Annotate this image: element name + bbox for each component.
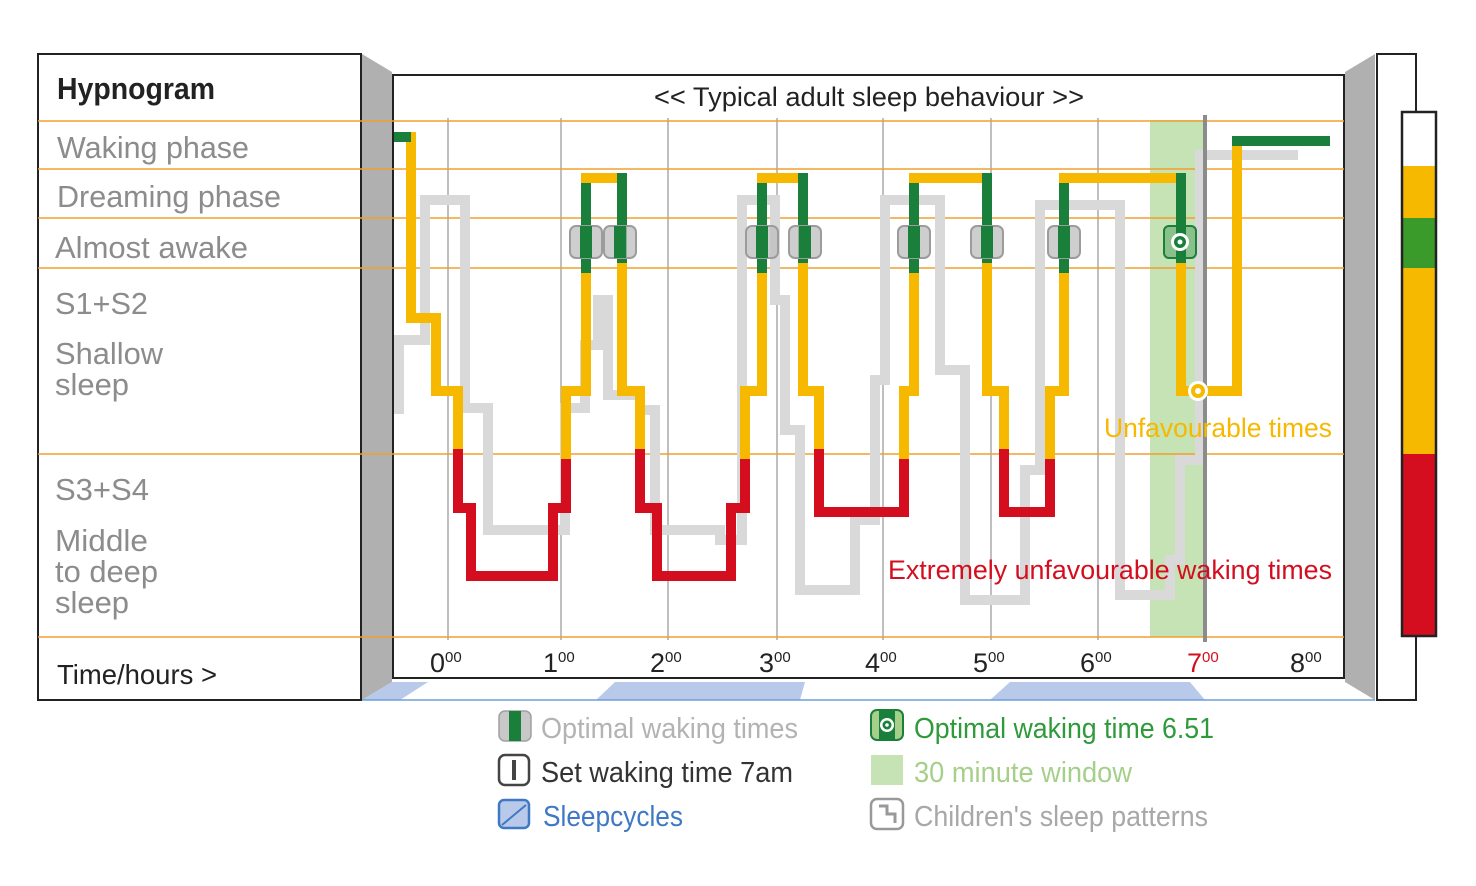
optimal-waking-marker-bar — [981, 226, 993, 258]
legend-optimal-time: Optimal waking time 6.51 — [914, 713, 1214, 745]
label-dreaming-phase: Dreaming phase — [57, 179, 281, 214]
hour-minutes: 00 — [1305, 649, 1322, 666]
hour-minutes: 00 — [988, 649, 1005, 666]
window-swatch — [871, 755, 903, 785]
right-bevel — [1345, 54, 1375, 700]
left-bevel — [362, 54, 392, 700]
label-shallow: Shallow — [55, 336, 164, 371]
scale-segment — [1402, 454, 1436, 636]
hour-label: 6 — [1080, 648, 1095, 678]
hour-axis: 0 00 1 00 2 00 3 00 4 00 5 00 6 00 7 00 8 00 — [430, 648, 1322, 678]
optimal-waking-marker-bar — [908, 226, 920, 258]
hour-minutes: 00 — [880, 649, 897, 666]
optimal-waking-marker-bar — [1058, 226, 1070, 258]
time-hours-label: Time/hours > — [57, 659, 217, 690]
optimal-times-icon — [498, 710, 532, 742]
set-waking-time-icon — [497, 753, 531, 787]
legend-children: Children's sleep patterns — [914, 801, 1208, 833]
hypnogram-title: Hypnogram — [57, 71, 215, 106]
label-s3-s4: S3+S4 — [55, 472, 149, 507]
scale-segment — [1402, 218, 1436, 268]
hour-minutes: 00 — [1202, 649, 1219, 666]
unfavourable-target-icon — [1188, 381, 1208, 401]
hour-label: 4 — [865, 648, 880, 678]
legend: Optimal waking times Set waking time 7am… — [497, 709, 1214, 833]
optimal-waking-markers — [569, 225, 1081, 259]
label-sleep-deep: sleep — [55, 585, 129, 620]
optimal-time-target-icon — [870, 709, 904, 741]
label-almost-awake: Almost awake — [55, 230, 248, 265]
sleepcycle-band — [596, 682, 805, 700]
label-to-deep: to deep — [55, 554, 158, 589]
sleepcycle-band — [990, 682, 1205, 700]
label-middle: Middle — [55, 523, 148, 558]
chart-title: << Typical adult sleep behaviour >> — [654, 82, 1084, 112]
hour-minutes: 00 — [774, 649, 791, 666]
unfavourable-label: Unfavourable times — [1104, 413, 1332, 443]
hour-label: 8 — [1290, 648, 1305, 678]
legend-optimal-times: Optimal waking times — [541, 713, 798, 745]
hour-label: 5 — [973, 648, 988, 678]
sleepcycle-band — [362, 682, 428, 700]
hour-minutes: 00 — [558, 649, 575, 666]
optimal-waking-marker-bar — [799, 226, 811, 258]
labels-panel — [37, 53, 362, 701]
hour-label: 3 — [759, 648, 774, 678]
scale-segment — [1402, 268, 1436, 454]
stage-labels: Hypnogram Waking phase Dreaming phase Al… — [55, 71, 281, 690]
hour-label: 1 — [543, 648, 558, 678]
label-waking-phase: Waking phase — [57, 130, 249, 165]
sleepcycle-icon — [497, 798, 531, 830]
hour-minutes: 00 — [445, 649, 462, 666]
optimal-waking-target-icon — [1163, 225, 1197, 259]
hour-minutes: 00 — [665, 649, 682, 666]
hour-minutes: 00 — [1095, 649, 1112, 666]
hour-label: 0 — [430, 648, 445, 678]
extremely-unfavourable-label: Extremely unfavourable waking times — [888, 555, 1332, 585]
children-pattern-icon — [869, 797, 905, 831]
scale-segment — [1402, 166, 1436, 218]
legend-sleepcycles: Sleepcycles — [543, 801, 683, 833]
optimal-waking-marker-bar — [614, 226, 626, 258]
scale-segment — [1402, 112, 1436, 166]
hour-label: 2 — [650, 648, 665, 678]
legend-set-time: Set waking time 7am — [541, 757, 793, 789]
colour-scale — [1400, 110, 1438, 638]
legend-window: 30 minute window — [914, 757, 1133, 789]
optimal-waking-marker-bar — [756, 226, 768, 258]
hour-label: 7 — [1187, 648, 1202, 678]
scale-border — [1400, 110, 1438, 638]
label-sleep: sleep — [55, 367, 129, 402]
optimal-waking-marker-bar — [580, 226, 592, 258]
label-s1-s2: S1+S2 — [55, 286, 148, 321]
row-lines — [38, 120, 1344, 638]
